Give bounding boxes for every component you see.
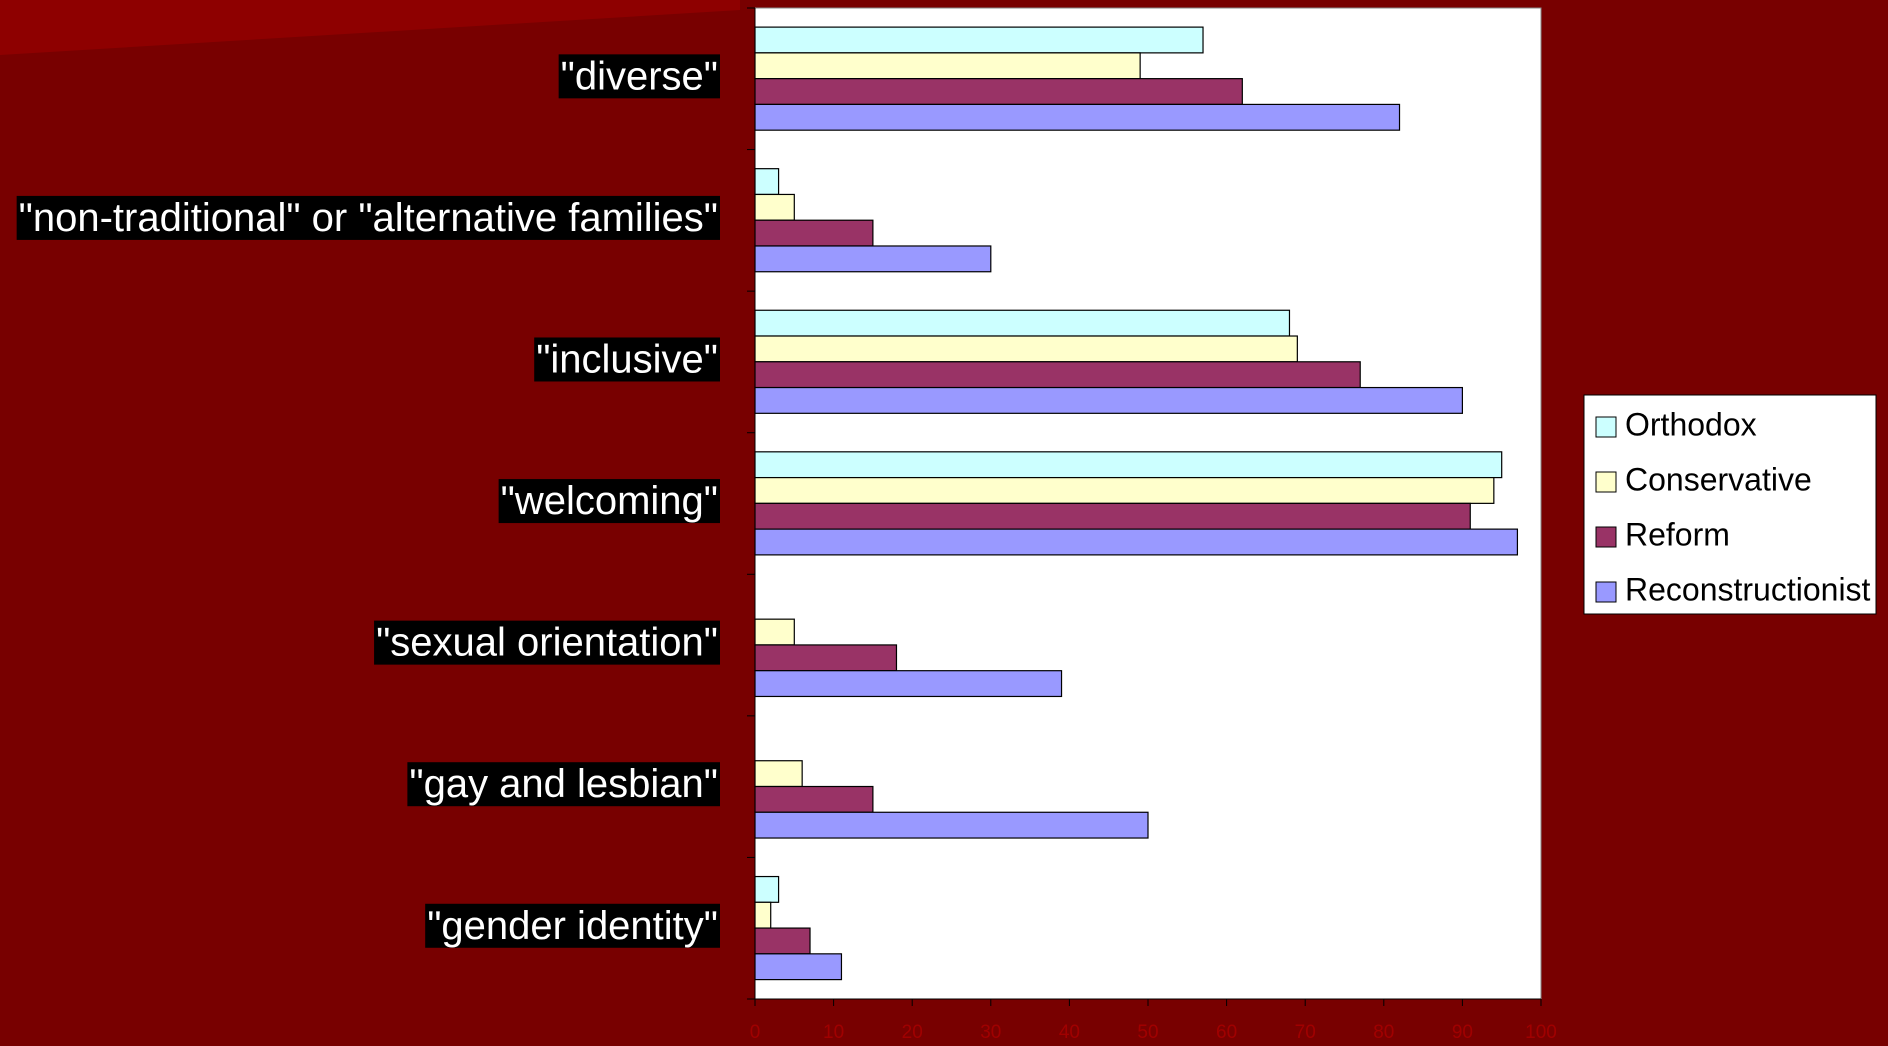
bar [754,502,1471,530]
bar [754,927,811,955]
bar [754,476,1495,504]
legend-swatch [1595,581,1617,603]
category-label: "sexual orientation" [376,621,718,665]
bar [754,103,1401,131]
bar [754,785,874,813]
bar [754,26,1204,54]
bar [754,219,874,247]
x-tick-label: 30 [980,1022,1001,1043]
legend-label: Conservative [1625,461,1812,497]
category-label-bg [374,620,720,665]
category-label: "welcoming" [501,479,718,523]
x-tick-label: 90 [1452,1022,1473,1043]
legend [1583,394,1877,615]
legend-swatch [1595,416,1617,438]
legend-label: Reconstructionist [1625,571,1871,607]
category-label-bg [16,195,720,240]
category-label-bg [558,54,720,99]
category-label: "inclusive" [536,337,718,381]
bar [754,335,1298,363]
x-tick-label: 10 [823,1022,844,1043]
category-label-bg [407,762,720,807]
bar [754,245,992,273]
bar [754,386,1464,414]
bar [754,168,780,196]
category-label: "gay and lesbian" [409,762,718,806]
bar [754,644,898,672]
legend-label: Orthodox [1625,406,1757,442]
legend-swatch [1595,526,1617,548]
bar [754,901,772,929]
bar [754,361,1361,389]
bar [754,875,780,903]
bar [754,528,1519,556]
bar [754,78,1243,106]
bar [754,760,803,788]
legend-label: Reform [1625,516,1730,552]
x-tick-label: 50 [1137,1022,1158,1043]
bar [754,811,1149,839]
x-tick-label: 40 [1059,1022,1080,1043]
category-label: "non-traditional" or "alternative famili… [19,196,718,240]
category-label: "diverse" [561,54,718,98]
background-wedge [0,0,740,55]
x-tick-label: 20 [902,1022,923,1043]
x-tick-label: 80 [1373,1022,1394,1043]
bar [754,451,1503,479]
bar [754,670,1063,698]
legend-swatch [1595,471,1617,493]
bar [754,52,1141,80]
x-tick-label: 70 [1295,1022,1316,1043]
x-tick-label: 100 [1525,1022,1557,1043]
bar [754,193,795,221]
category-label: "gender identity" [427,904,718,948]
category-label-bg [425,903,720,948]
category-label-bg [534,337,720,382]
x-tick-label: 60 [1216,1022,1237,1043]
category-label-bg [498,479,720,524]
bar [754,953,843,981]
bar [754,309,1291,337]
bar [754,618,795,646]
x-tick-label: 0 [750,1022,761,1043]
